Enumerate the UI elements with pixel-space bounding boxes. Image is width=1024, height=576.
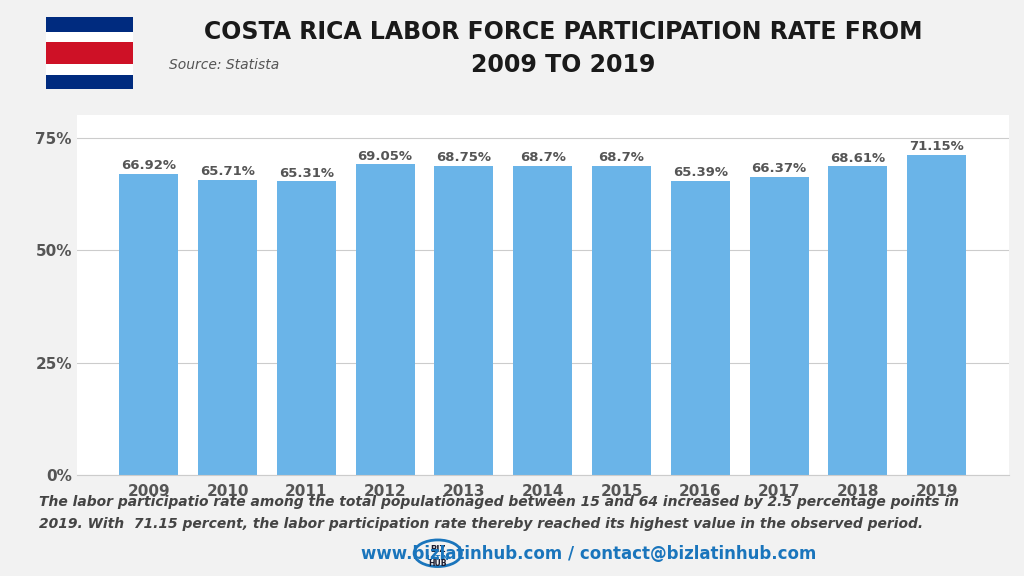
Text: 66.92%: 66.92% — [121, 159, 176, 172]
Bar — [671, 181, 730, 475]
Bar — [907, 155, 967, 475]
Bar — [198, 180, 257, 475]
Bar — [46, 64, 133, 75]
Bar — [46, 32, 133, 43]
Text: The labor participatio rate among the total populationaged between 15 and 64 inc: The labor participatio rate among the to… — [39, 495, 958, 509]
Bar — [434, 166, 494, 475]
Bar — [828, 166, 888, 475]
Bar — [46, 43, 133, 64]
Text: 68.61%: 68.61% — [830, 151, 886, 165]
Text: 2019. With  71.15 percent, the labor participation rate thereby reached its high: 2019. With 71.15 percent, the labor part… — [39, 517, 923, 531]
Bar — [355, 165, 415, 475]
Text: 65.31%: 65.31% — [279, 166, 334, 180]
Text: www.bizlatinhub.com / contact@bizlatinhub.com: www.bizlatinhub.com / contact@bizlatinhu… — [361, 545, 816, 563]
Bar — [46, 17, 133, 32]
Text: HUB: HUB — [428, 559, 447, 568]
Text: 68.7%: 68.7% — [520, 151, 565, 164]
Text: 65.71%: 65.71% — [200, 165, 255, 178]
Text: 69.05%: 69.05% — [357, 150, 413, 162]
Bar — [750, 176, 809, 475]
Bar — [119, 174, 178, 475]
Bar — [46, 75, 133, 89]
Bar — [513, 166, 572, 475]
Text: Source: Statista: Source: Statista — [169, 58, 280, 71]
Bar — [592, 166, 651, 475]
Text: 66.37%: 66.37% — [752, 162, 807, 175]
Text: 68.75%: 68.75% — [436, 151, 492, 164]
Text: COSTA RICA LABOR FORCE PARTICIPATION RATE FROM: COSTA RICA LABOR FORCE PARTICIPATION RAT… — [204, 20, 923, 44]
Text: 2009 TO 2019: 2009 TO 2019 — [471, 52, 655, 77]
Text: LATIN: LATIN — [426, 555, 450, 561]
Text: BIZ: BIZ — [430, 545, 445, 554]
Text: 65.39%: 65.39% — [673, 166, 728, 179]
Bar — [276, 181, 336, 475]
Text: 68.7%: 68.7% — [599, 151, 644, 164]
Text: 71.15%: 71.15% — [909, 140, 965, 153]
